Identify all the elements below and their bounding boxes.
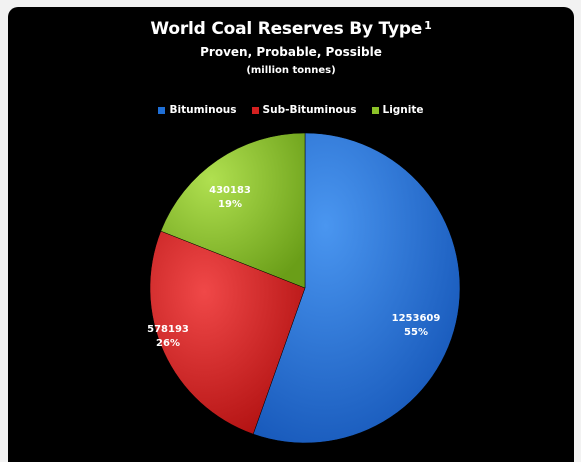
- legend-swatch-sub-bituminous: [251, 106, 259, 114]
- legend-label-bituminous: Bituminous: [169, 104, 237, 116]
- legend: Bituminous Sub-Bituminous Lignite: [8, 104, 574, 116]
- pie-slice-bituminous: [252, 132, 461, 444]
- chart-units: (million tonnes): [246, 65, 336, 76]
- chart-title-footnote: 1: [424, 19, 432, 32]
- slice-value-label-sub-bituminous: 578193: [147, 324, 189, 335]
- legend-item-sub-bituminous: Sub-Bituminous: [251, 104, 357, 116]
- pie-chart: 1253609 55% 578193 26% 430183 19%: [147, 132, 461, 444]
- legend-swatch-lignite: [371, 106, 379, 114]
- pie-slice-lignite: [160, 132, 306, 289]
- slice-percent-label-sub-bituminous: 26%: [156, 338, 180, 349]
- chart-title: World Coal Reserves By Type 1: [8, 19, 574, 39]
- chart-subtitle: Proven, Probable, Possible: [200, 45, 382, 59]
- chart-title-text: World Coal Reserves By Type: [150, 19, 423, 39]
- pie-slice-sub-bituminous: [149, 230, 306, 435]
- legend-item-bituminous: Bituminous: [158, 104, 237, 116]
- slice-value-label-lignite: 430183: [209, 185, 251, 196]
- slice-percent-label-lignite: 19%: [218, 199, 242, 210]
- slice-percent-label-bituminous: 55%: [404, 327, 428, 338]
- slice-value-label-bituminous: 1253609: [392, 313, 441, 324]
- legend-swatch-bituminous: [158, 106, 166, 114]
- legend-label-sub-bituminous: Sub-Bituminous: [262, 104, 357, 116]
- chart-area: World Coal Reserves By Type 1 Proven, Pro…: [8, 7, 574, 462]
- legend-label-lignite: Lignite: [382, 104, 424, 116]
- legend-item-lignite: Lignite: [371, 104, 424, 116]
